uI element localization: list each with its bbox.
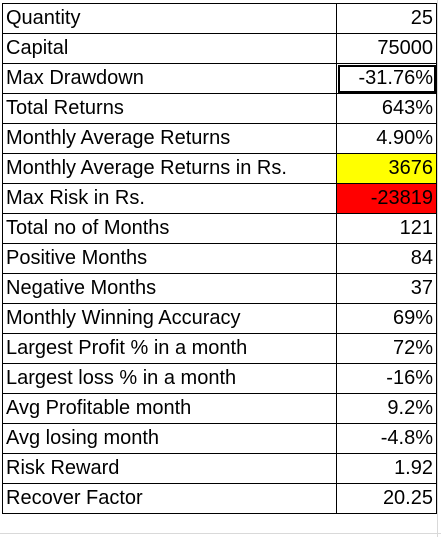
value-cell-selected[interactable]: -31.76% [336,63,437,94]
value-cell[interactable]: -23819 [336,183,437,214]
table-row: Avg losing month -4.8% [2,423,437,454]
label-cell[interactable]: Recover Factor [2,483,337,514]
table-row: Monthly Average Returns 4.90% [2,123,437,154]
label-cell[interactable]: Monthly Average Returns [2,123,337,154]
value-cell[interactable]: 37 [336,273,437,304]
value-cell[interactable]: 121 [336,213,437,244]
value-cell[interactable]: 3676 [336,153,437,184]
label-cell[interactable]: Monthly Average Returns in Rs. [2,153,337,184]
gridline [0,533,441,534]
label-cell[interactable]: Avg losing month [2,423,337,454]
value-cell[interactable]: 9.2% [336,393,437,424]
value-cell[interactable]: 72% [336,333,437,364]
label-cell[interactable]: Largest loss % in a month [2,363,337,394]
table-row: Max Risk in Rs. -23819 [2,183,437,214]
table-row: Risk Reward 1.92 [2,453,437,484]
table-row: Recover Factor 20.25 [2,483,437,514]
label-cell[interactable]: Positive Months [2,243,337,274]
label-cell[interactable]: Max Risk in Rs. [2,183,337,214]
table-row: Monthly Winning Accuracy 69% [2,303,437,334]
label-cell[interactable]: Risk Reward [2,453,337,484]
label-cell[interactable]: Avg Profitable month [2,393,337,424]
label-cell[interactable]: Max Drawdown [2,63,337,94]
table-row: Quantity 25 [2,3,437,34]
table-row: Capital 75000 [2,33,437,64]
label-cell[interactable]: Largest Profit % in a month [2,333,337,364]
value-cell[interactable]: 20.25 [336,483,437,514]
table-row: Largest loss % in a month -16% [2,363,437,394]
value-cell[interactable]: 69% [336,303,437,334]
table-row: Negative Months 37 [2,273,437,304]
label-cell[interactable]: Total no of Months [2,213,337,244]
value-cell[interactable]: 1.92 [336,453,437,484]
table-row: Positive Months 84 [2,243,437,274]
label-cell[interactable]: Capital [2,33,337,64]
value-cell[interactable]: -16% [336,363,437,394]
table-row: Max Drawdown -31.76% [2,63,437,94]
label-cell[interactable]: Monthly Winning Accuracy [2,303,337,334]
value-cell[interactable]: 84 [336,243,437,274]
table-row: Avg Profitable month 9.2% [2,393,437,424]
table-row: Monthly Average Returns in Rs. 3676 [2,153,437,184]
table-row: Total Returns 643% [2,93,437,124]
table-row: Largest Profit % in a month 72% [2,333,437,364]
label-cell[interactable]: Total Returns [2,93,337,124]
stats-table: Quantity 25 Capital 75000 Max Drawdown -31.76… [2,3,437,514]
value-cell[interactable]: 75000 [336,33,437,64]
gridline [437,0,438,537]
stats-table-body: Quantity 25 Capital 75000 Max Drawdown -31.76… [2,3,437,514]
label-cell[interactable]: Quantity [2,3,337,34]
value-cell[interactable]: 4.90% [336,123,437,154]
label-cell[interactable]: Negative Months [2,273,337,304]
table-row: Total no of Months 121 [2,213,437,244]
value-cell[interactable]: -4.8% [336,423,437,454]
value-cell[interactable]: 643% [336,93,437,124]
value-cell[interactable]: 25 [336,3,437,34]
